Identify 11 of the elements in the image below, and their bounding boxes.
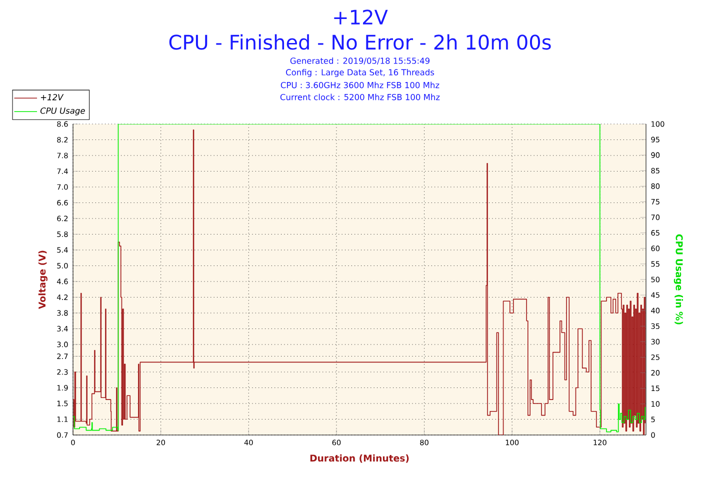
chart-title: +12V [334, 10, 388, 24]
y2-axis-title: CPU Usage (in %) [674, 234, 683, 324]
chart-subtitle: CPU - Finished - No Error - 2h 10m 00s [169, 34, 551, 50]
text: Generated : 2019/05/18 15:55:49 [290, 57, 430, 65]
legend-label: +12V [40, 94, 64, 100]
text: CPU : 3.60GHz 3600 Mhz FSB 100 Mhz [280, 82, 440, 88]
text: Config : Large Data Set, 16 Threads [286, 69, 434, 77]
text: Current clock : 5200 Mhz FSB 100 Mhz [280, 94, 440, 100]
x-axis-title: Duration (Minutes) [310, 454, 409, 463]
legend-label: CPU Usage [40, 108, 85, 116]
y-axis-title: Voltage (V) [38, 250, 48, 310]
